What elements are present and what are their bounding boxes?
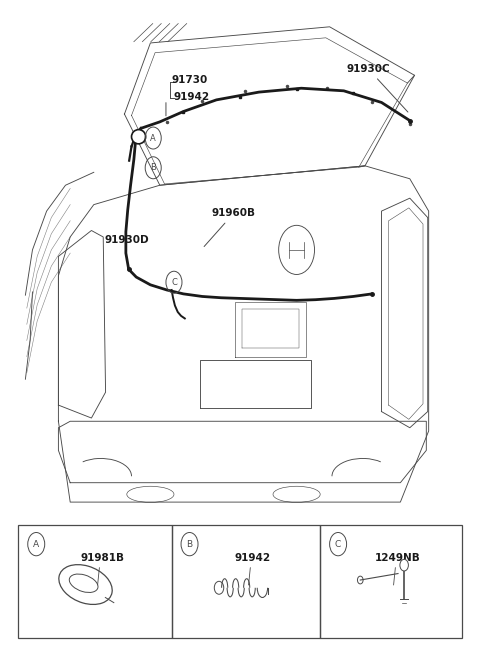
Text: 91730: 91730: [172, 75, 208, 85]
Text: 91942: 91942: [235, 553, 271, 563]
Text: B: B: [150, 163, 156, 172]
Circle shape: [400, 559, 408, 571]
Text: 1249NB: 1249NB: [375, 553, 421, 563]
Bar: [18, 525, 172, 638]
Bar: [320, 525, 462, 638]
Text: 91981B: 91981B: [80, 553, 124, 563]
Text: C: C: [335, 540, 341, 549]
Text: A: A: [33, 540, 39, 549]
Text: C: C: [171, 278, 177, 287]
Text: A: A: [150, 134, 156, 143]
Text: 91930C: 91930C: [347, 64, 408, 112]
Text: 91930D: 91930D: [104, 235, 149, 246]
Bar: [172, 525, 320, 638]
Text: 91942: 91942: [173, 92, 209, 102]
Text: B: B: [186, 540, 192, 549]
Ellipse shape: [132, 130, 145, 144]
Text: 91960B: 91960B: [204, 208, 256, 246]
